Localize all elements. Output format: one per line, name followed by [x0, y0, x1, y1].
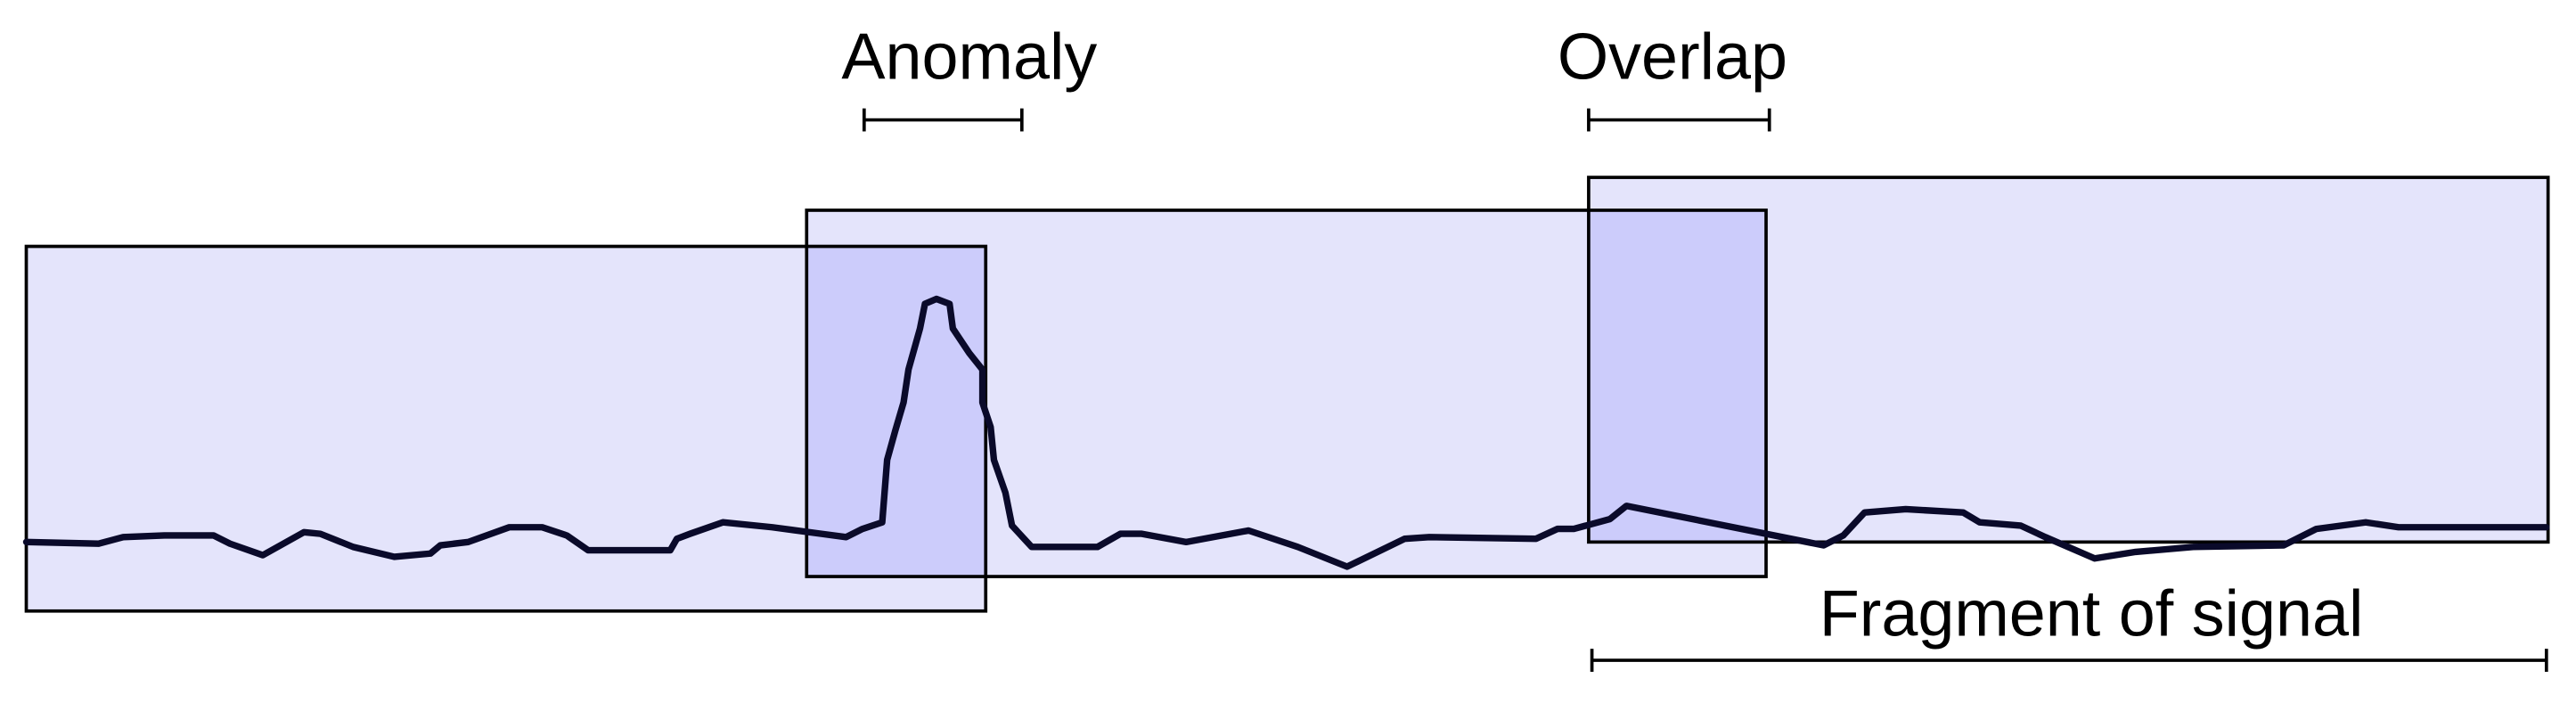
- fragment-label: Fragment of signal: [1820, 576, 2364, 650]
- brackets: [862, 108, 2548, 672]
- window-outlines: [24, 176, 2550, 613]
- window-outline: [805, 208, 1768, 578]
- overlap-label: Overlap: [1558, 19, 1787, 93]
- overlap-bracket: [1587, 108, 1771, 132]
- fragment-bracket: [1590, 649, 2548, 672]
- anomaly-bracket: [862, 108, 1024, 132]
- anomaly-label: Anomaly: [841, 19, 1097, 93]
- overlap-region: [1588, 209, 1767, 543]
- signal: [22, 295, 2550, 570]
- overlap-region: [806, 246, 986, 577]
- window-outline: [1587, 176, 2550, 544]
- window-outline: [24, 244, 988, 613]
